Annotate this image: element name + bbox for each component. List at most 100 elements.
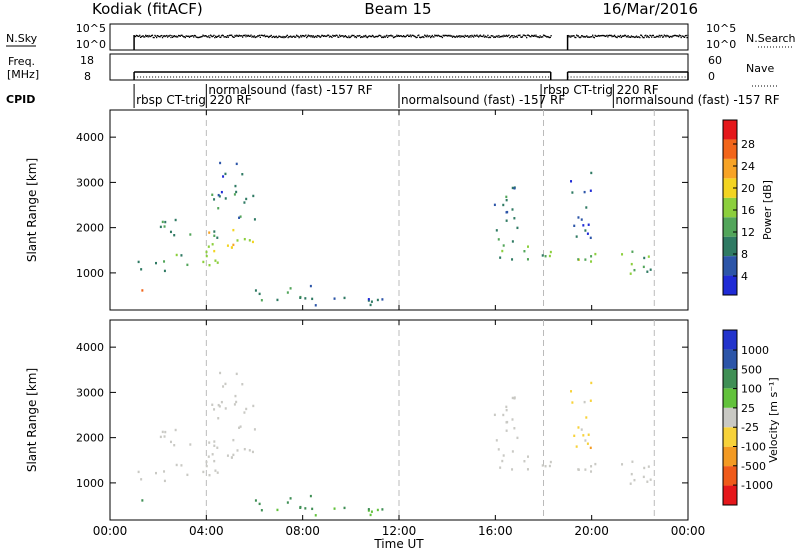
nsky-point <box>537 36 540 38</box>
velocity-cell <box>513 427 516 430</box>
nsky-point <box>592 34 594 36</box>
nsky-point <box>210 35 213 37</box>
power-cell <box>501 249 504 253</box>
nsky-point <box>342 35 344 37</box>
nsky-point <box>220 35 223 37</box>
nsky-point <box>528 35 530 37</box>
nsky-point <box>261 34 263 36</box>
velocity-cell <box>299 506 302 509</box>
nsky-point <box>687 34 689 37</box>
nsky-point <box>594 34 596 37</box>
power-cell <box>140 268 143 271</box>
power-cell <box>226 244 229 247</box>
nsky-point <box>651 34 654 37</box>
power-cell <box>649 268 652 271</box>
nsky-point <box>488 36 491 38</box>
velocity-cell <box>575 445 578 448</box>
velocity-cell <box>243 411 246 414</box>
nsky-point <box>159 36 161 38</box>
nsky-point <box>177 36 179 38</box>
velocity-cell <box>239 425 242 428</box>
nsky-point <box>447 34 449 37</box>
nsky-point <box>609 34 612 37</box>
nsky-point <box>335 34 337 36</box>
nsky-point <box>219 36 221 38</box>
nsky-point <box>387 35 390 37</box>
y-tick-label: 3000 <box>76 176 104 189</box>
velocity-cell <box>580 428 583 431</box>
nsky-point <box>583 35 585 38</box>
velocity-cell <box>211 403 214 406</box>
colorbar-tick-label: 12 <box>741 226 755 239</box>
nsky-point <box>337 36 339 38</box>
power-cell <box>590 260 593 263</box>
x-tick-label: 04:00 <box>189 524 224 538</box>
nsky-point <box>529 35 531 38</box>
velocity-cell <box>527 455 530 458</box>
velocity-cell <box>208 473 211 477</box>
velocity-cell <box>232 453 235 457</box>
nsky-point <box>678 35 680 38</box>
nsky-point <box>236 35 239 37</box>
nsky-point <box>656 35 658 37</box>
nsky-point <box>541 36 543 38</box>
nsky-label: N.Sky <box>6 32 38 45</box>
nsky-point <box>441 36 444 39</box>
velocity-cell <box>573 434 576 438</box>
nsky-point <box>152 36 154 39</box>
nsky-point <box>175 35 177 37</box>
nsky-point <box>428 35 430 37</box>
nsky-point <box>585 35 587 38</box>
power-cell <box>258 292 261 296</box>
nsky-point <box>407 34 409 36</box>
nsky-point <box>614 36 617 38</box>
nsky-point <box>376 35 378 38</box>
nsky-point <box>365 36 368 38</box>
nsky-point <box>142 35 144 37</box>
velocity-cell <box>511 418 514 421</box>
nsky-point <box>172 36 174 39</box>
nsky-point <box>418 36 421 38</box>
nsky-point <box>359 36 362 39</box>
nsky-point <box>323 35 326 37</box>
nsky-point <box>241 35 243 37</box>
nsky-point <box>300 36 303 38</box>
nsky-point <box>523 34 525 36</box>
colorbar-swatch <box>723 197 737 218</box>
nsky-point <box>238 34 240 36</box>
nsky-point <box>505 34 508 37</box>
nsky-point <box>383 35 385 37</box>
velocity-cell <box>584 468 587 471</box>
power-cell <box>381 298 384 301</box>
velocity-cell <box>226 454 229 457</box>
nsky-point <box>188 36 191 38</box>
nsky-point <box>468 36 471 38</box>
nsky-point <box>391 35 393 37</box>
nsky-point <box>611 35 613 38</box>
velocity-cell <box>513 397 516 400</box>
nsky-point <box>581 35 583 37</box>
nsky-point <box>547 35 549 38</box>
power-cell <box>577 216 580 219</box>
nsky-point <box>178 35 181 37</box>
nsky-point <box>200 36 202 38</box>
nsky-point <box>139 36 142 38</box>
nsky-point <box>570 35 573 37</box>
colorbar-swatch <box>723 330 737 350</box>
nsky-point <box>444 34 446 37</box>
nsky-point <box>193 34 196 37</box>
nsky-point <box>482 35 484 38</box>
nsky-point <box>209 34 212 36</box>
nsky-point <box>143 36 145 38</box>
nsky-point <box>278 35 280 37</box>
nsky-point <box>400 35 402 37</box>
power-cell <box>224 172 227 176</box>
nsky-point <box>296 35 299 37</box>
velocity-cell <box>643 466 646 470</box>
colorbar-tick-label: 28 <box>741 138 755 151</box>
power-cell <box>367 298 370 301</box>
nsky-point <box>640 34 643 37</box>
nsky-point <box>464 34 466 37</box>
nsky-point <box>490 35 492 37</box>
